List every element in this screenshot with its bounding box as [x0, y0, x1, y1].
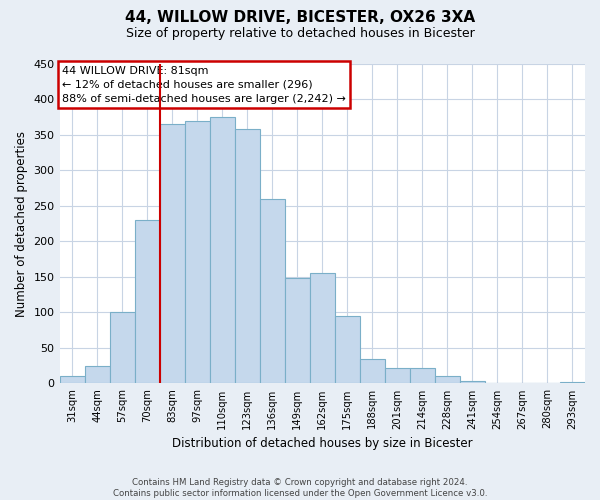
- Text: Contains HM Land Registry data © Crown copyright and database right 2024.
Contai: Contains HM Land Registry data © Crown c…: [113, 478, 487, 498]
- Bar: [385, 368, 410, 384]
- Bar: [460, 382, 485, 384]
- Bar: [560, 382, 585, 384]
- Bar: [485, 382, 510, 384]
- Bar: [160, 124, 185, 384]
- Bar: [285, 278, 310, 384]
- Bar: [360, 358, 385, 384]
- Bar: [185, 121, 209, 384]
- Bar: [85, 366, 110, 384]
- Y-axis label: Number of detached properties: Number of detached properties: [15, 130, 28, 316]
- Text: 44 WILLOW DRIVE: 81sqm
← 12% of detached houses are smaller (296)
88% of semi-de: 44 WILLOW DRIVE: 81sqm ← 12% of detached…: [62, 66, 346, 104]
- Bar: [59, 376, 85, 384]
- Bar: [310, 274, 335, 384]
- Bar: [209, 117, 235, 384]
- Bar: [260, 199, 285, 384]
- Bar: [110, 312, 134, 384]
- Bar: [410, 368, 435, 384]
- Bar: [335, 316, 360, 384]
- X-axis label: Distribution of detached houses by size in Bicester: Distribution of detached houses by size …: [172, 437, 473, 450]
- Bar: [235, 130, 260, 384]
- Text: Size of property relative to detached houses in Bicester: Size of property relative to detached ho…: [125, 28, 475, 40]
- Bar: [134, 220, 160, 384]
- Text: 44, WILLOW DRIVE, BICESTER, OX26 3XA: 44, WILLOW DRIVE, BICESTER, OX26 3XA: [125, 10, 475, 25]
- Bar: [435, 376, 460, 384]
